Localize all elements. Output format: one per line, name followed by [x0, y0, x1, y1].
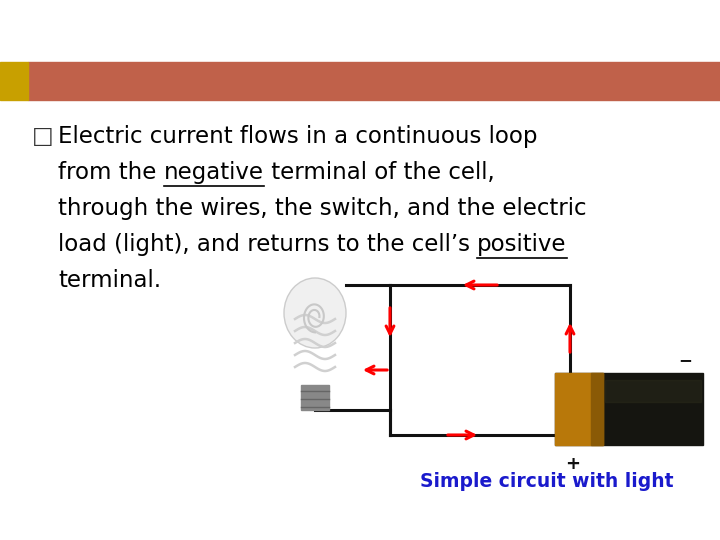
Bar — [555, 373, 603, 445]
Text: load (light), and returns to the cell’s: load (light), and returns to the cell’s — [58, 233, 477, 256]
Text: through the wires, the switch, and the electric: through the wires, the switch, and the e… — [58, 197, 587, 220]
Text: terminal of the cell,: terminal of the cell, — [264, 161, 495, 184]
Bar — [555, 373, 703, 445]
Bar — [28, 62, 720, 100]
Text: −: − — [678, 351, 692, 369]
Text: +: + — [565, 455, 580, 473]
Bar — [605, 380, 701, 402]
Text: negative: negative — [163, 161, 264, 184]
Text: terminal.: terminal. — [58, 269, 161, 292]
Bar — [591, 373, 603, 445]
Text: Electric current flows in a continuous loop: Electric current flows in a continuous l… — [58, 125, 538, 148]
Bar — [0, 62, 28, 100]
Bar — [301, 385, 329, 410]
Text: from the: from the — [58, 161, 163, 184]
Ellipse shape — [284, 278, 346, 348]
Text: Simple circuit with light: Simple circuit with light — [420, 472, 673, 491]
Text: positive: positive — [477, 233, 567, 256]
Text: □: □ — [32, 125, 53, 148]
